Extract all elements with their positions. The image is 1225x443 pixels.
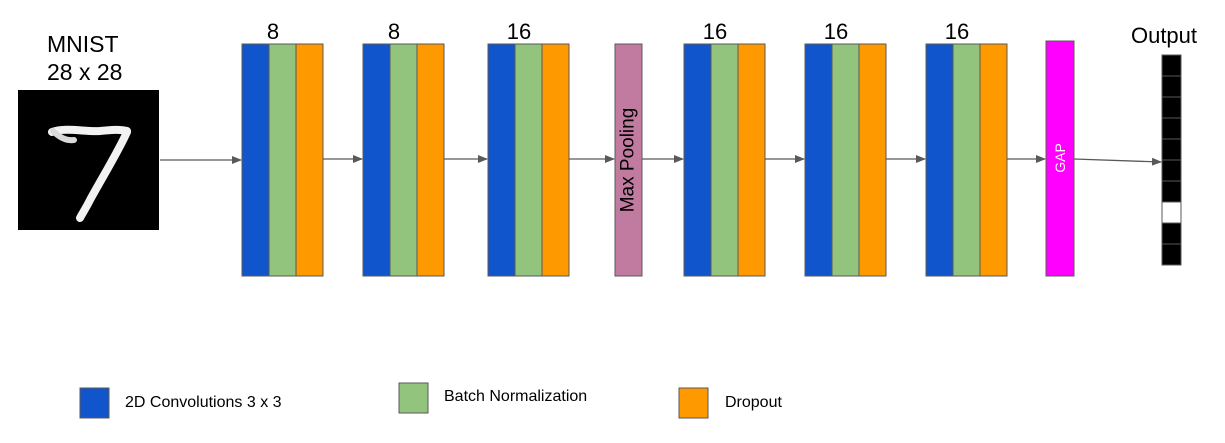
batchnorm-layer-3 — [514, 43, 543, 277]
channel-count-label: 16 — [823, 19, 849, 44]
output-cell — [1161, 243, 1182, 266]
output-cell — [1161, 54, 1182, 77]
digit-seven-glyph — [48, 125, 131, 222]
output-label: Output — [1130, 23, 1198, 48]
output-cell — [1161, 96, 1182, 119]
channel-count-label: 16 — [506, 19, 532, 44]
channel-count-label: 8 — [387, 19, 401, 44]
batchnorm-layer-5 — [710, 43, 739, 277]
output-cell — [1161, 117, 1182, 140]
output-cell — [1161, 180, 1182, 203]
dropout-layer-2 — [416, 43, 445, 277]
conv-layer-6 — [804, 43, 833, 277]
batchnorm-layer-2 — [389, 43, 418, 277]
output-cell — [1161, 75, 1182, 98]
input-dataset-label: MNIST — [47, 31, 119, 57]
channel-count-label: 8 — [266, 19, 280, 44]
output-cell — [1161, 159, 1182, 182]
channel-count-label: 16 — [702, 19, 728, 44]
conv-layer-2 — [362, 43, 391, 277]
gap-layer — [1045, 40, 1075, 277]
dropout-layer-3 — [541, 43, 570, 277]
output-cell-active — [1161, 201, 1182, 224]
arrow-gap-to-output — [1073, 157, 1162, 166]
max-pooling-layer — [614, 43, 643, 277]
batchnorm-layer-7 — [952, 43, 981, 277]
max-pooling-label: Max Pooling — [617, 107, 639, 213]
output-cell — [1161, 138, 1182, 161]
dropout-layer-1 — [295, 43, 324, 277]
dropout-layer-7 — [979, 43, 1008, 277]
conv-layer-1 — [241, 43, 270, 277]
legend-swatch-conv — [79, 387, 110, 419]
conv-layer-7 — [925, 43, 954, 277]
conv-layer-5 — [683, 43, 712, 277]
channel-count-label: 16 — [944, 19, 970, 44]
legend-label-dropout: Dropout — [725, 394, 782, 411]
dropout-layer-5 — [737, 43, 766, 277]
legend-swatch-batchnorm — [398, 382, 429, 414]
gap-label: GAP — [1052, 143, 1068, 173]
legend-label-batchnorm: Batch Normalization — [444, 388, 588, 405]
batchnorm-layer-6 — [831, 43, 860, 277]
batchnorm-layer-1 — [268, 43, 297, 277]
legend-label-conv: 2D Convolutions 3 x 3 — [125, 394, 282, 411]
legend-swatch-dropout — [678, 387, 709, 419]
dropout-layer-6 — [858, 43, 887, 277]
input-size-label: 28 x 28 — [47, 59, 123, 85]
conv-layer-3 — [487, 43, 516, 277]
output-cell — [1161, 222, 1182, 245]
